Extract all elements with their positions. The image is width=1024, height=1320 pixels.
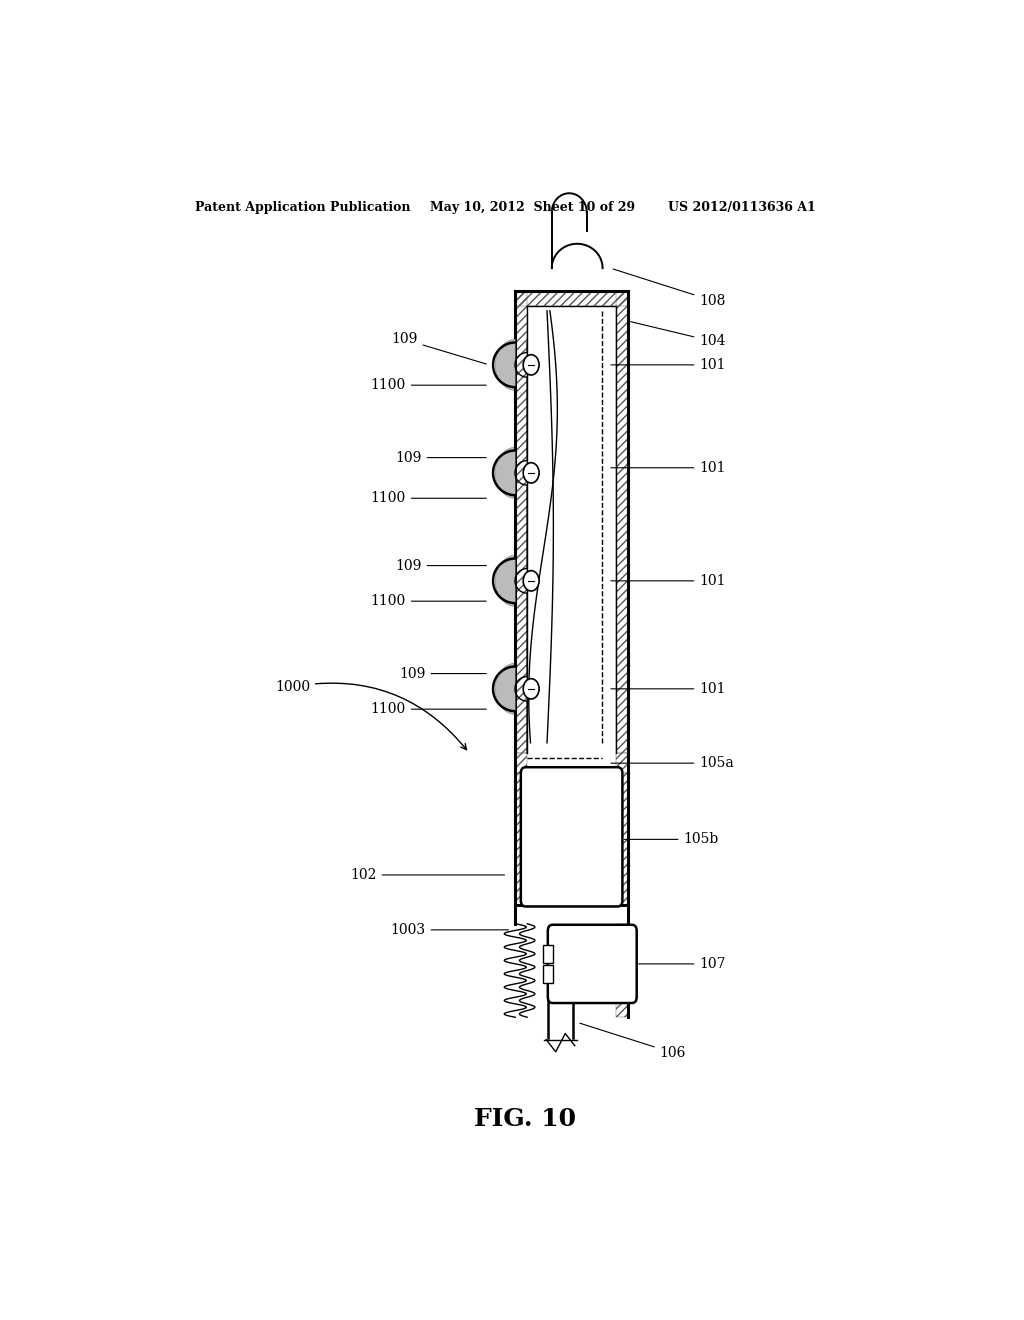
Text: 101: 101 <box>611 574 726 587</box>
Bar <box>616 752 628 774</box>
Bar <box>543 945 553 962</box>
FancyBboxPatch shape <box>521 767 623 907</box>
Circle shape <box>523 355 539 375</box>
Text: 1100: 1100 <box>371 491 486 506</box>
FancyBboxPatch shape <box>548 925 637 1003</box>
Text: 109: 109 <box>395 558 486 573</box>
Text: 1100: 1100 <box>371 379 486 392</box>
Text: 105b: 105b <box>625 833 719 846</box>
Circle shape <box>523 463 539 483</box>
Text: 104: 104 <box>631 322 726 348</box>
Wedge shape <box>496 663 515 714</box>
Text: May 10, 2012  Sheet 10 of 29: May 10, 2012 Sheet 10 of 29 <box>430 201 635 214</box>
Bar <box>616 290 628 752</box>
Text: FIG. 10: FIG. 10 <box>474 1107 575 1131</box>
Bar <box>515 774 527 906</box>
Wedge shape <box>496 339 515 391</box>
Text: 1000: 1000 <box>274 680 467 750</box>
Wedge shape <box>496 556 515 606</box>
Bar <box>515 290 628 306</box>
Bar <box>515 290 527 752</box>
Bar <box>527 306 616 752</box>
Wedge shape <box>496 447 515 499</box>
Text: 106: 106 <box>580 1023 686 1060</box>
Text: 105a: 105a <box>611 756 734 770</box>
Text: 109: 109 <box>391 333 486 364</box>
Bar <box>515 752 527 774</box>
Text: 102: 102 <box>350 869 505 882</box>
Text: 109: 109 <box>399 667 486 681</box>
Text: 109: 109 <box>395 450 486 465</box>
Text: 108: 108 <box>613 269 726 308</box>
Text: 107: 107 <box>639 957 726 972</box>
Text: 101: 101 <box>611 358 726 372</box>
Bar <box>616 924 628 1018</box>
Text: 101: 101 <box>611 682 726 696</box>
Text: 1100: 1100 <box>371 702 486 717</box>
Text: 1100: 1100 <box>371 594 486 609</box>
Circle shape <box>523 678 539 700</box>
Text: 1003: 1003 <box>390 923 509 937</box>
Text: Patent Application Publication: Patent Application Publication <box>196 201 411 214</box>
Bar <box>543 965 553 983</box>
Bar <box>616 774 628 906</box>
Circle shape <box>523 570 539 591</box>
Text: 101: 101 <box>611 461 726 475</box>
Text: US 2012/0113636 A1: US 2012/0113636 A1 <box>668 201 815 214</box>
